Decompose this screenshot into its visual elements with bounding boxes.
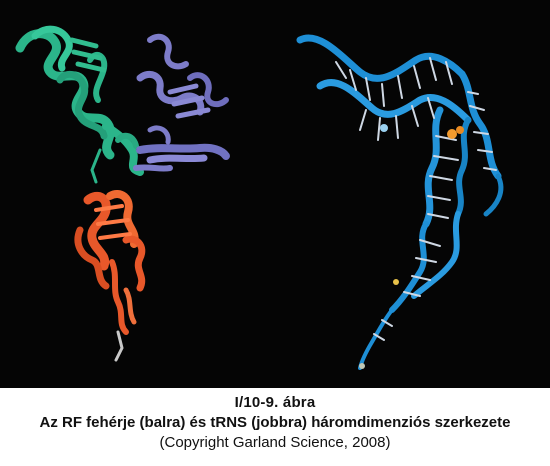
trna-bases xyxy=(335,57,497,341)
figure-title: Az RF fehérje (balra) és tRNS (jobbra) h… xyxy=(39,414,511,431)
rf-purple-domain xyxy=(133,33,230,172)
figure-caption: I/10-9. ábra Az RF fehérje (balra) és tR… xyxy=(0,393,550,453)
rf-orange-domain xyxy=(74,190,146,362)
rf-protein-model xyxy=(15,25,230,362)
figure-credit: (Copyright Garland Science, 2008) xyxy=(159,434,391,451)
rf-green-domain xyxy=(15,25,144,184)
trna-ligands xyxy=(359,124,464,369)
structure-image xyxy=(0,0,550,388)
trna-model xyxy=(296,34,504,370)
figure-number: I/10-9. ábra xyxy=(234,394,316,411)
trna-backbone xyxy=(296,34,504,370)
